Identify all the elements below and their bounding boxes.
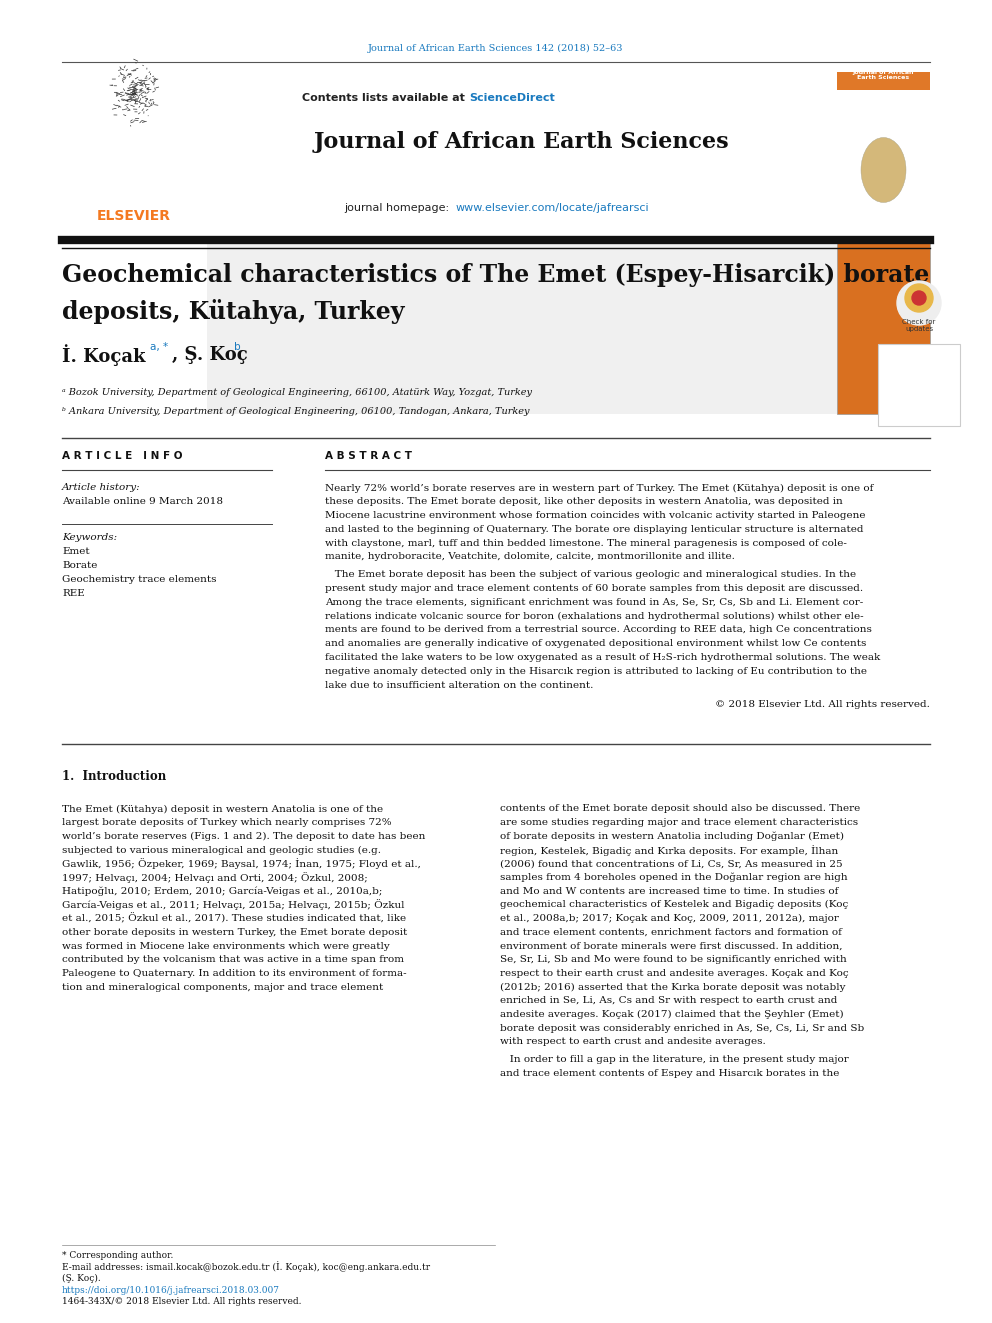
Text: samples from 4 boreholes opened in the Doğanlar region are high: samples from 4 boreholes opened in the D… — [500, 873, 847, 882]
Text: (Ş. Koç).: (Ş. Koç). — [62, 1274, 101, 1283]
Text: Hatipoğlu, 2010; Erdem, 2010; García-Veigas et al., 2010a,b;: Hatipoğlu, 2010; Erdem, 2010; García-Vei… — [62, 886, 382, 896]
Text: ᵇ Ankara University, Department of Geological Engineering, 06100, Tandogan, Anka: ᵇ Ankara University, Department of Geolo… — [62, 407, 530, 417]
Text: García-Veigas et al., 2011; Helvaçı, 2015a; Helvaçı, 2015b; Özkul: García-Veigas et al., 2011; Helvaçı, 201… — [62, 900, 405, 910]
Text: negative anomaly detected only in the Hisarcık region is attributed to lacking o: negative anomaly detected only in the Hi… — [325, 667, 867, 676]
Text: REE: REE — [62, 589, 84, 598]
Text: and trace element contents of Espey and Hisarcık borates in the: and trace element contents of Espey and … — [500, 1069, 839, 1078]
Text: Journal of African Earth Sciences 142 (2018) 52–63: Journal of African Earth Sciences 142 (2… — [368, 44, 624, 53]
Text: Miocene lacustrine environment whose formation coincides with volcanic activity : Miocene lacustrine environment whose for… — [325, 511, 865, 520]
Text: subjected to various mineralogical and geologic studies (e.g.: subjected to various mineralogical and g… — [62, 845, 381, 855]
Text: 1.  Introduction: 1. Introduction — [62, 770, 167, 783]
Text: * Corresponding author.: * Corresponding author. — [62, 1250, 174, 1259]
Text: lake due to insufficient alteration on the continent.: lake due to insufficient alteration on t… — [325, 681, 593, 689]
Text: (2006) found that concentrations of Li, Cs, Sr, As measured in 25: (2006) found that concentrations of Li, … — [500, 860, 842, 868]
Text: İ. Koçak: İ. Koçak — [62, 344, 146, 366]
Text: region, Kestelek, Bigadiç and Kırka deposits. For example, İlhan: region, Kestelek, Bigadiç and Kırka depo… — [500, 844, 838, 856]
Text: Emet: Emet — [62, 548, 89, 556]
Text: contributed by the volcanism that was active in a time span from: contributed by the volcanism that was ac… — [62, 955, 404, 964]
Text: et al., 2015; Özkul et al., 2017). These studies indicated that, like: et al., 2015; Özkul et al., 2017). These… — [62, 913, 406, 923]
Text: The Emet (Kütahya) deposit in western Anatolia is one of the: The Emet (Kütahya) deposit in western An… — [62, 804, 383, 814]
Text: et al., 2008a,b; 2017; Koçak and Koç, 2009, 2011, 2012a), major: et al., 2008a,b; 2017; Koçak and Koç, 20… — [500, 914, 839, 923]
Text: The Emet borate deposit has been the subject of various geologic and mineralogic: The Emet borate deposit has been the sub… — [325, 570, 856, 579]
Text: and Mo and W contents are increased time to time. In studies of: and Mo and W contents are increased time… — [500, 886, 838, 896]
Text: facilitated the lake waters to be low oxygenated as a result of H₂S-rich hydroth: facilitated the lake waters to be low ox… — [325, 654, 880, 662]
Text: www.elsevier.com/locate/jafrearsci: www.elsevier.com/locate/jafrearsci — [456, 202, 650, 213]
Text: Among the trace elements, significant enrichment was found in As, Se, Sr, Cs, Sb: Among the trace elements, significant en… — [325, 598, 863, 607]
Text: and anomalies are generally indicative of oxygenated depositional environment wh: and anomalies are generally indicative o… — [325, 639, 866, 648]
Text: 1997; Helvaçı, 2004; Helvaçı and Orti, 2004; Özkul, 2008;: 1997; Helvaçı, 2004; Helvaçı and Orti, 2… — [62, 872, 368, 882]
Bar — [837, 238, 930, 414]
Circle shape — [912, 291, 926, 306]
Text: Nearly 72% world’s borate reserves are in western part of Turkey. The Emet (Küta: Nearly 72% world’s borate reserves are i… — [325, 483, 873, 492]
Text: Journal of African
Earth Sciences: Journal of African Earth Sciences — [853, 70, 915, 81]
Text: Borate: Borate — [62, 561, 97, 570]
Text: other borate deposits in western Turkey, the Emet borate deposit: other borate deposits in western Turkey,… — [62, 927, 408, 937]
Text: tion and mineralogical components, major and trace element: tion and mineralogical components, major… — [62, 983, 383, 992]
Bar — [878, 344, 960, 426]
Text: https://doi.org/10.1016/j.jafrearsci.2018.03.007: https://doi.org/10.1016/j.jafrearsci.201… — [62, 1286, 280, 1295]
Text: respect to their earth crust and andesite averages. Koçak and Koç: respect to their earth crust and andesit… — [500, 968, 848, 978]
Text: are some studies regarding major and trace element characteristics: are some studies regarding major and tra… — [500, 818, 858, 827]
Text: and trace element contents, enrichment factors and formation of: and trace element contents, enrichment f… — [500, 927, 842, 937]
Text: present study major and trace element contents of 60 borate samples from this de: present study major and trace element co… — [325, 583, 863, 593]
Text: Journal of African Earth Sciences: Journal of African Earth Sciences — [313, 131, 729, 153]
Text: b: b — [234, 343, 241, 352]
Text: Check for
updates: Check for updates — [903, 319, 935, 332]
Bar — [837, 71, 930, 90]
Text: Geochemistry trace elements: Geochemistry trace elements — [62, 576, 216, 583]
Text: journal homepage:: journal homepage: — [344, 202, 456, 213]
Circle shape — [905, 284, 933, 312]
Text: was formed in Miocene lake environments which were greatly: was formed in Miocene lake environments … — [62, 942, 390, 950]
Text: A B S T R A C T: A B S T R A C T — [325, 451, 412, 460]
Text: E-mail addresses: ismail.kocak@bozok.edu.tr (İ. Koçak), koc@eng.ankara.edu.tr: E-mail addresses: ismail.kocak@bozok.edu… — [62, 1261, 431, 1273]
Text: In order to fill a gap in the literature, in the present study major: In order to fill a gap in the literature… — [500, 1056, 849, 1064]
Text: a, *: a, * — [150, 343, 168, 352]
Text: relations indicate volcanic source for boron (exhalations and hydrothermal solut: relations indicate volcanic source for b… — [325, 611, 864, 620]
Text: Article history:: Article history: — [62, 483, 141, 492]
Text: © 2018 Elsevier Ltd. All rights reserved.: © 2018 Elsevier Ltd. All rights reserved… — [715, 700, 930, 709]
Text: Available online 9 March 2018: Available online 9 March 2018 — [62, 497, 223, 507]
Text: these deposits. The Emet borate deposit, like other deposits in western Anatolia: these deposits. The Emet borate deposit,… — [325, 497, 843, 507]
Text: (2012b; 2016) asserted that the Kırka borate deposit was notably: (2012b; 2016) asserted that the Kırka bo… — [500, 983, 845, 992]
Text: Keywords:: Keywords: — [62, 533, 117, 542]
Text: deposits, Kütahya, Turkey: deposits, Kütahya, Turkey — [62, 299, 405, 324]
Text: ments are found to be derived from a terrestrial source. According to REE data, : ments are found to be derived from a ter… — [325, 626, 872, 635]
Text: contents of the Emet borate deposit should also be discussed. There: contents of the Emet borate deposit shou… — [500, 804, 860, 814]
Text: Gawlik, 1956; Özpeker, 1969; Baysal, 1974; İnan, 1975; Floyd et al.,: Gawlik, 1956; Özpeker, 1969; Baysal, 197… — [62, 859, 421, 869]
Text: borate deposit was considerably enriched in As, Se, Cs, Li, Sr and Sb: borate deposit was considerably enriched… — [500, 1024, 864, 1033]
Text: environment of borate minerals were first discussed. In addition,: environment of borate minerals were firs… — [500, 942, 842, 950]
Bar — [62, 238, 930, 414]
Text: of borate deposits in western Anatolia including Doğanlar (Emet): of borate deposits in western Anatolia i… — [500, 832, 844, 841]
Text: 1464-343X/© 2018 Elsevier Ltd. All rights reserved.: 1464-343X/© 2018 Elsevier Ltd. All right… — [62, 1298, 302, 1306]
Text: ELSEVIER: ELSEVIER — [97, 209, 171, 224]
Text: Contents lists available at: Contents lists available at — [303, 93, 469, 103]
Text: manite, hydroboracite, Veatchite, dolomite, calcite, montmorillonite and illite.: manite, hydroboracite, Veatchite, dolomi… — [325, 553, 735, 561]
Ellipse shape — [861, 138, 906, 202]
Bar — [62, 238, 207, 414]
Text: , Ş. Koç: , Ş. Koç — [172, 347, 248, 364]
Text: and lasted to the beginning of Quaternary. The borate ore displaying lenticular : and lasted to the beginning of Quaternar… — [325, 525, 863, 534]
Text: Paleogene to Quaternary. In addition to its environment of forma-: Paleogene to Quaternary. In addition to … — [62, 968, 407, 978]
Text: geochemical characteristics of Kestelek and Bigadiç deposits (Koç: geochemical characteristics of Kestelek … — [500, 901, 848, 909]
Text: ScienceDirect: ScienceDirect — [469, 93, 555, 103]
Text: ᵃ Bozok University, Department of Geological Engineering, 66100, Atatürk Way, Yo: ᵃ Bozok University, Department of Geolog… — [62, 389, 532, 397]
Text: enriched in Se, Li, As, Cs and Sr with respect to earth crust and: enriched in Se, Li, As, Cs and Sr with r… — [500, 996, 837, 1005]
Text: A R T I C L E   I N F O: A R T I C L E I N F O — [62, 451, 183, 460]
Text: Se, Sr, Li, Sb and Mo were found to be significantly enriched with: Se, Sr, Li, Sb and Mo were found to be s… — [500, 955, 847, 964]
Text: largest borate deposits of Turkey which nearly comprises 72%: largest borate deposits of Turkey which … — [62, 818, 392, 827]
Text: Geochemical characteristics of The Emet (Espey-Hisarcik) borate: Geochemical characteristics of The Emet … — [62, 263, 930, 287]
Text: with claystone, marl, tuff and thin bedded limestone. The mineral paragenesis is: with claystone, marl, tuff and thin bedd… — [325, 538, 847, 548]
Text: with respect to earth crust and andesite averages.: with respect to earth crust and andesite… — [500, 1037, 766, 1046]
Circle shape — [897, 280, 941, 325]
Text: andesite averages. Koçak (2017) claimed that the Şeyhler (Emet): andesite averages. Koçak (2017) claimed … — [500, 1009, 843, 1019]
Text: world’s borate reserves (Figs. 1 and 2). The deposit to date has been: world’s borate reserves (Figs. 1 and 2).… — [62, 832, 426, 841]
